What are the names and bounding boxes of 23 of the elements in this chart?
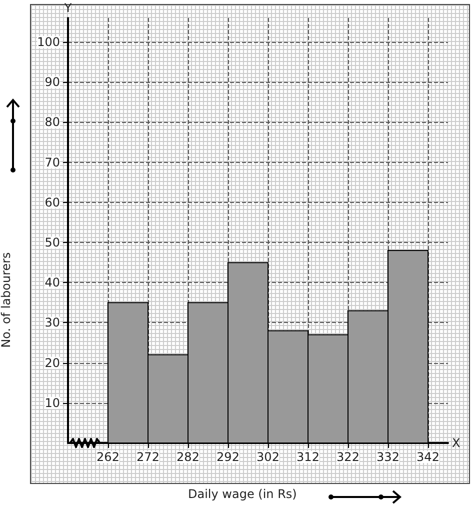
y-tick-label: 70 [44, 155, 60, 170]
x-tick-label: 292 [216, 450, 240, 464]
text: X [452, 436, 460, 450]
y-tick-label: 60 [44, 195, 60, 210]
y-tick-label: 90 [44, 75, 60, 90]
y-tick-label: 80 [44, 115, 60, 130]
x-tick-label: 282 [176, 450, 200, 464]
x-axis-title: Daily wage (in Rs) [188, 487, 297, 501]
y-tick-label: 30 [44, 316, 60, 330]
y-tick-label: 100 [37, 35, 60, 50]
x-tick-label: 322 [336, 450, 360, 464]
y-tick-label: 40 [44, 276, 60, 290]
x-tick-label: 332 [376, 450, 400, 464]
text: Y [63, 1, 72, 15]
y-axis-title: No. of labourers [0, 252, 13, 348]
y-tick-label: 20 [44, 356, 60, 370]
x-tick-label: 262 [96, 450, 120, 464]
x-tick-label: 342 [416, 450, 440, 464]
x-tick-label: 302 [256, 450, 280, 464]
y-tick-label: 10 [44, 396, 60, 410]
y-tick-label: 50 [44, 236, 60, 250]
x-tick-label: 312 [296, 450, 320, 464]
x-tick-label: 272 [136, 450, 160, 464]
